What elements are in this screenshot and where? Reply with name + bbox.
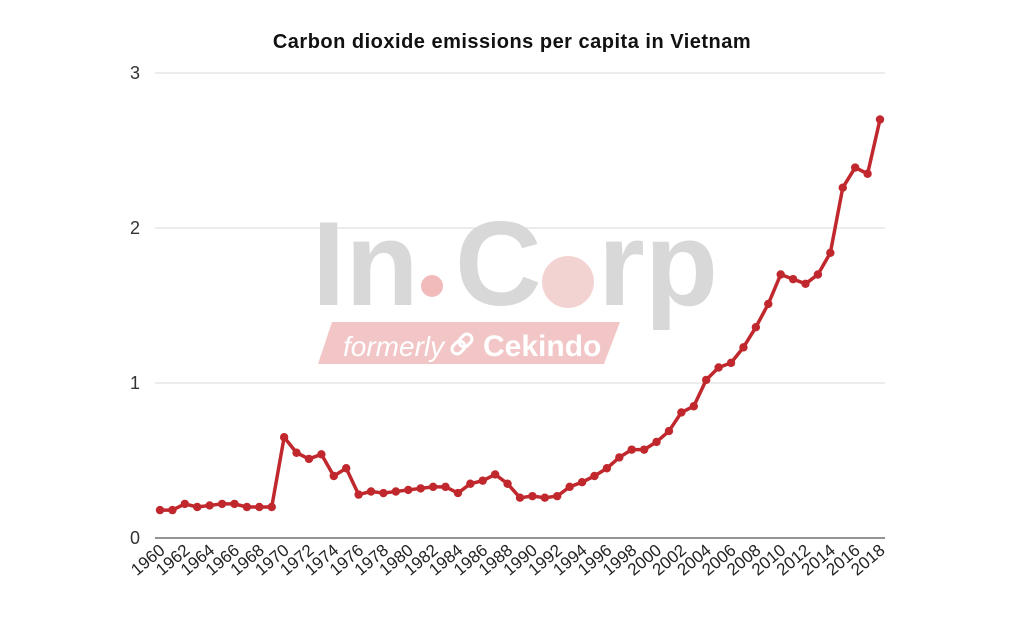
watermark-tagline-brand: Cekindo [483,330,601,363]
data-point [379,488,388,498]
data-point [168,505,177,515]
gridlines [155,72,885,539]
data-point [267,502,276,512]
data-point [875,115,885,124]
data-point [553,491,562,501]
data-point [490,470,500,479]
data-point [776,270,785,279]
y-axis: 0 1 2 3 [130,63,140,548]
data-point [838,183,847,192]
data-point [279,433,289,442]
data-point [702,375,711,385]
y-tick-label: 0 [130,528,140,548]
data-point [366,487,376,496]
data-point [577,478,587,487]
x-axis: 1960196219641966196819701972197419761978… [127,541,888,580]
data-point [205,501,214,510]
data-point [217,499,227,509]
data-point [155,505,165,515]
link-icon [450,332,474,356]
data-point [751,323,761,332]
data-point [354,490,363,499]
data-point [714,363,723,372]
chart-title: Carbon dioxide emissions per capita in V… [273,31,751,53]
watermark: In C rp formerly Cekindo [312,197,718,364]
y-tick-label: 1 [130,373,140,393]
data-point [726,358,736,368]
data-point [739,343,748,352]
data-point [639,445,649,454]
series-group [155,115,885,515]
data-point [453,488,463,498]
data-point [478,476,487,485]
data-point [230,499,239,509]
data-point [255,502,264,512]
data-point [615,453,624,462]
data-point [652,437,661,447]
data-point [813,270,823,279]
data-point [664,426,674,436]
data-point [590,471,599,481]
data-point [788,274,798,284]
data-point [540,493,550,502]
data-point [180,499,190,509]
data-point [850,163,860,172]
data-point [826,248,835,257]
data-point [416,484,425,493]
data-point [404,485,413,495]
data-point [677,408,686,417]
data-point [602,464,612,473]
watermark-brand-c: C [455,197,542,331]
watermark-tagline-prefix: formerly [343,331,446,362]
data-point [565,482,574,492]
data-point [466,479,475,488]
data-point [627,445,636,454]
data-point [764,299,773,309]
data-point [193,502,202,512]
data-point [329,471,338,481]
data-point [801,279,810,288]
data-point [441,482,450,492]
data-point [503,479,512,488]
globe-icon [542,256,594,308]
data-point [317,450,326,459]
watermark-dot [421,275,443,297]
watermark-brand-left: In [312,197,419,331]
y-tick-label: 3 [130,63,140,83]
watermark-brand-end: rp [598,197,718,331]
data-point [304,454,314,464]
data-point [515,493,525,502]
y-tick-label: 2 [130,218,140,238]
data-point [428,482,438,492]
data-point [242,502,252,512]
data-point [342,464,351,473]
data-point [391,487,401,496]
data-point [863,169,872,178]
data-point [528,491,537,501]
data-point [689,402,698,411]
data-point [292,448,301,457]
